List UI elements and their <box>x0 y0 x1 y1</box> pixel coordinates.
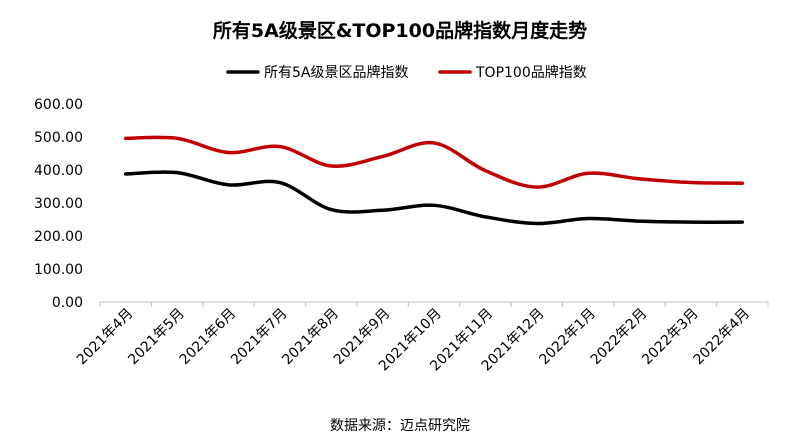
y-tick-label: 600.00 <box>34 97 83 113</box>
y-tick-label: 0.00 <box>52 295 83 311</box>
y-tick-label: 100.00 <box>34 262 83 278</box>
y-tick-label: 200.00 <box>34 229 83 245</box>
legend: 所有5A级景区品牌指数 TOP100品牌指数 <box>226 64 587 81</box>
series-group <box>123 135 745 226</box>
y-tick-label: 500.00 <box>34 130 83 146</box>
x-axis: 2021年4月2021年5月2021年6月2021年7月2021年8月2021年… <box>74 301 769 374</box>
legend-label-all-5a: 所有5A级景区品牌指数 <box>264 64 408 81</box>
y-tick-label: 400.00 <box>34 163 83 179</box>
y-tick-label: 300.00 <box>34 196 83 212</box>
x-tick-label: 2022年4月 <box>691 306 754 369</box>
legend-label-top100: TOP100品牌指数 <box>475 64 587 81</box>
chart-title: 所有5A级景区&TOP100品牌指数月度走势 <box>213 19 587 42</box>
source-note: 数据来源：迈点研究院 <box>330 418 470 434</box>
y-axis: 0.00 100.00 200.00 300.00 400.00 500.00 600.00 <box>34 97 83 311</box>
series-line-top100 <box>123 135 745 189</box>
